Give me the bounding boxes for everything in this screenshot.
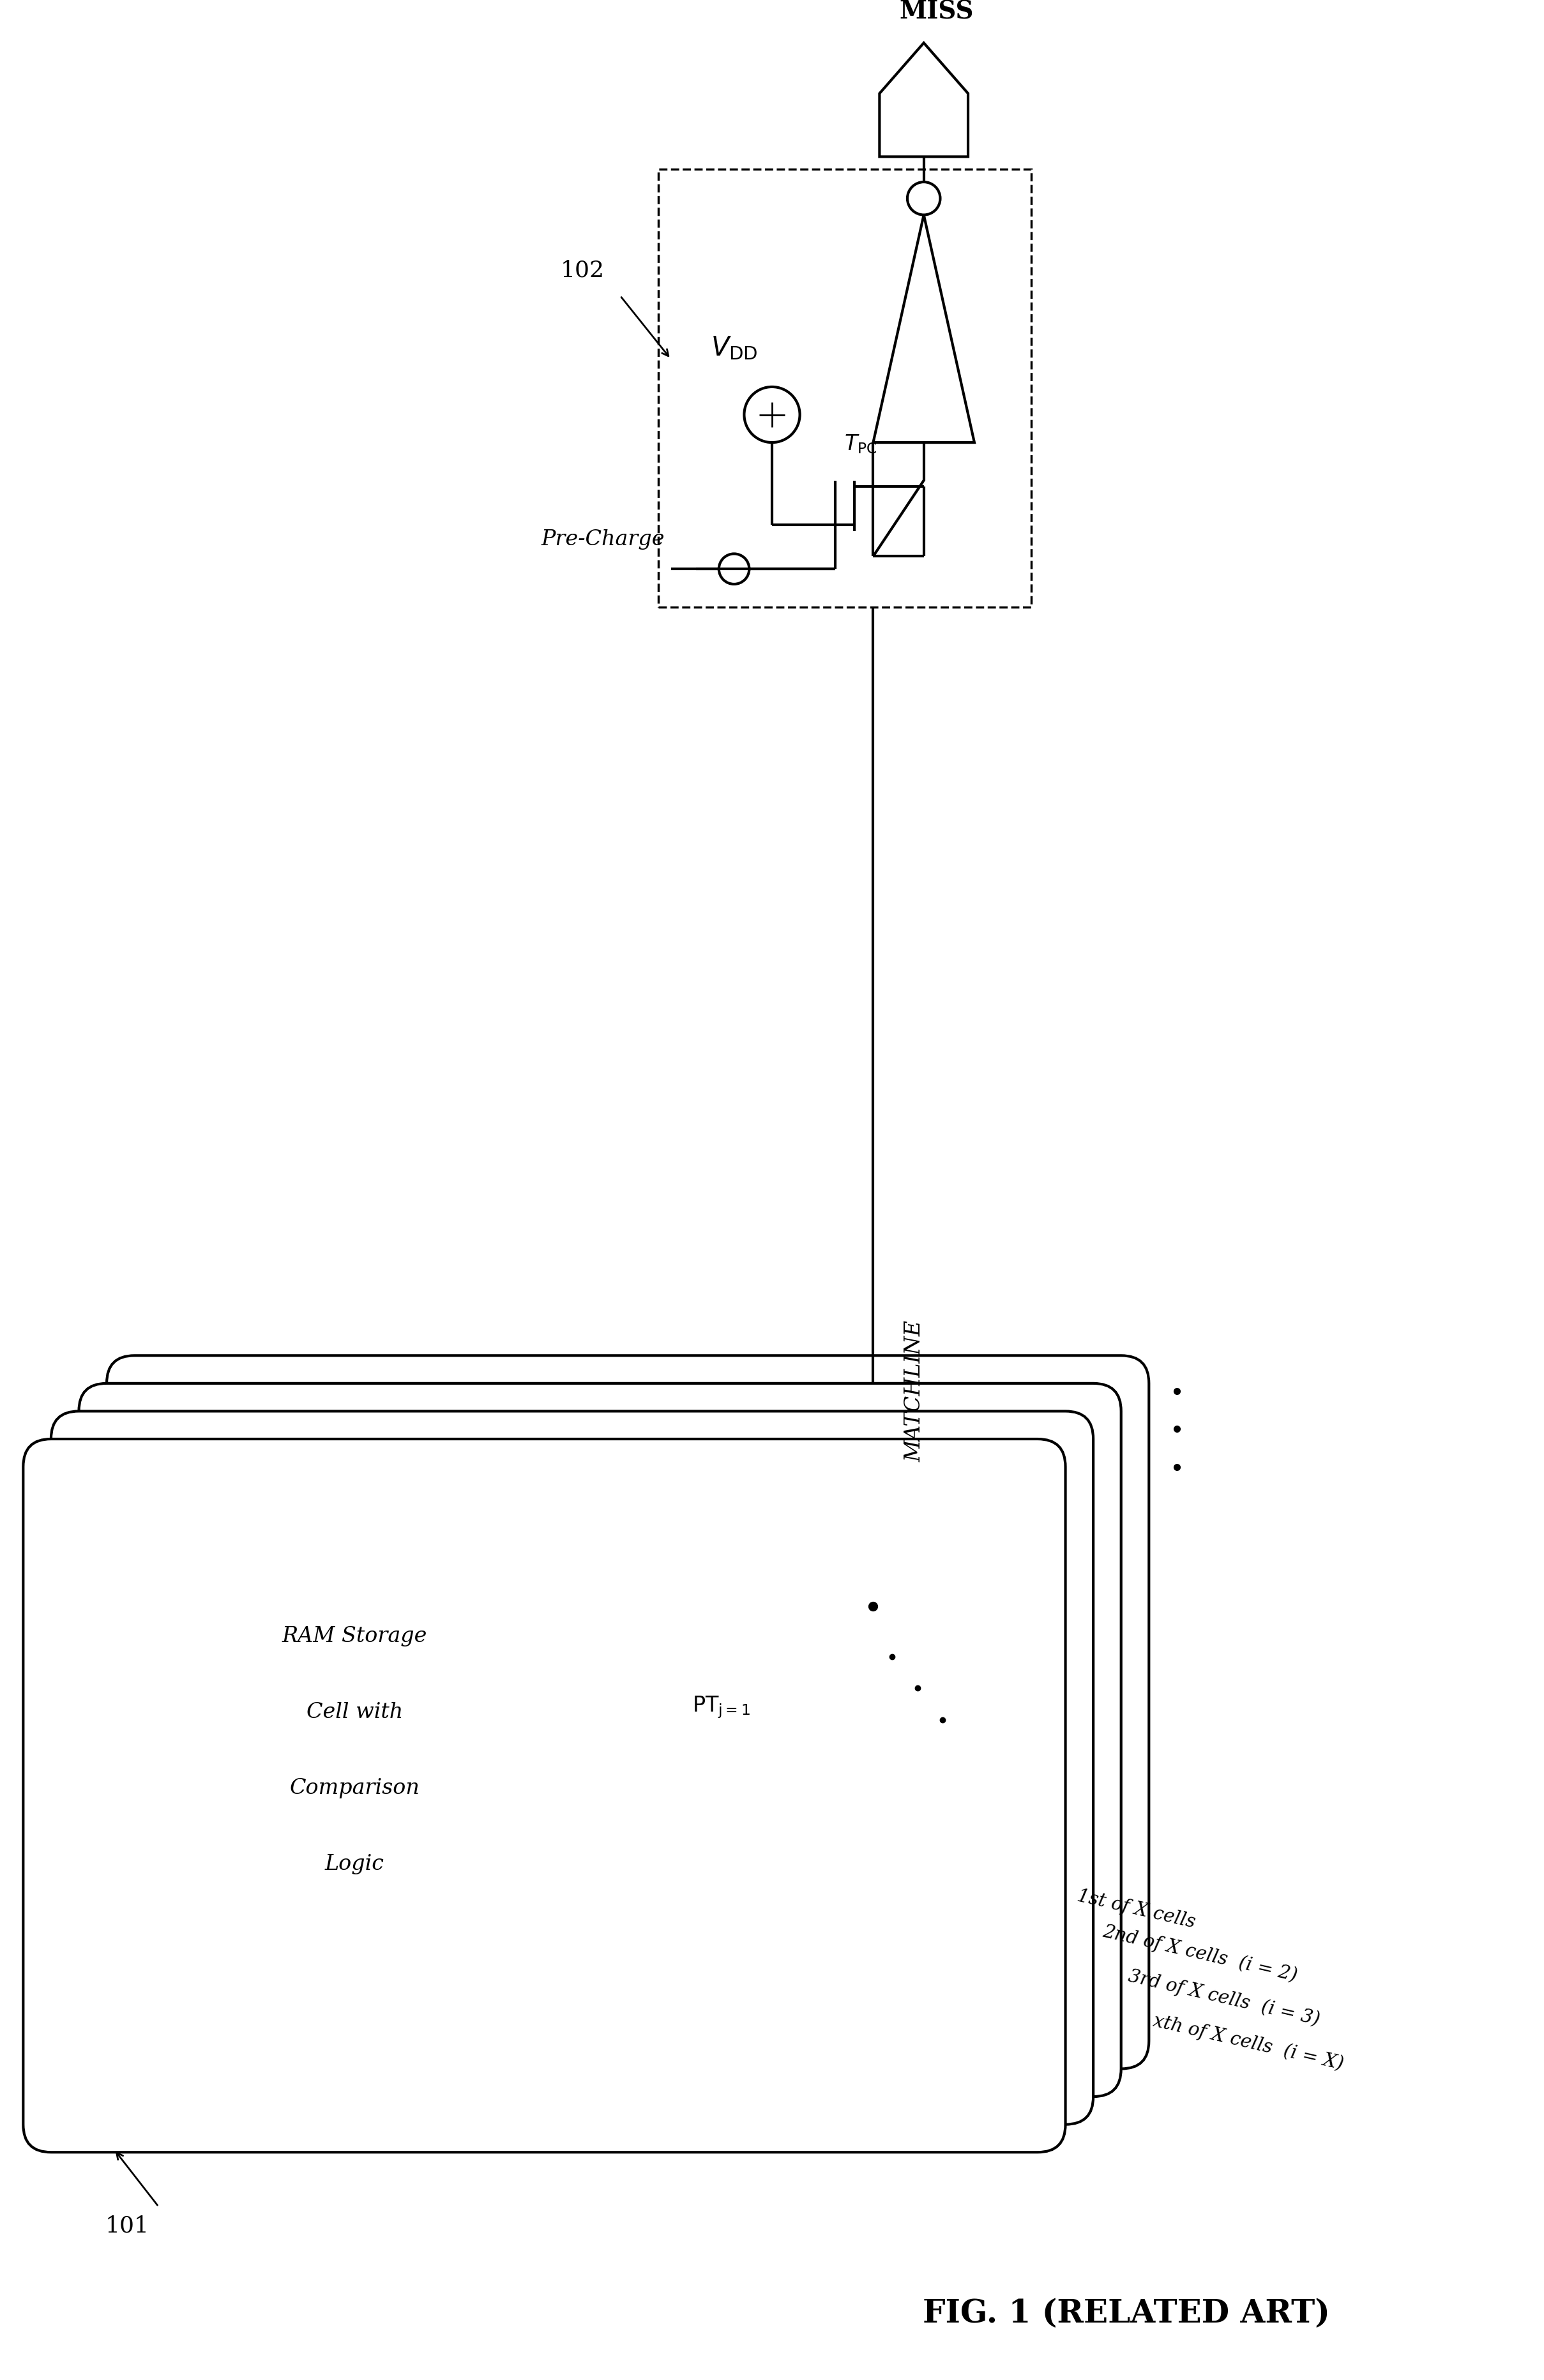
Text: xth of X cells  (i = X): xth of X cells (i = X) (1152, 2011, 1345, 2073)
Text: 102: 102 (560, 259, 604, 281)
Text: $\mathrm{PT_{j=1}}$: $\mathrm{PT_{j=1}}$ (692, 1695, 750, 1721)
Text: FIG. 1 (RELATED ART): FIG. 1 (RELATED ART) (922, 2299, 1329, 2330)
FancyBboxPatch shape (107, 1357, 1149, 2068)
FancyBboxPatch shape (23, 1440, 1065, 2152)
Text: 2nd of X cells  (i = 2): 2nd of X cells (i = 2) (1101, 1923, 1299, 1985)
FancyBboxPatch shape (51, 1411, 1093, 2125)
Text: Logic: Logic (324, 1854, 384, 1873)
Text: MATCHLINE: MATCHLINE (905, 1321, 925, 1461)
Text: 1st of X cells: 1st of X cells (1076, 1887, 1198, 1933)
Bar (658, 169, 1031, 607)
Text: RAM Storage: RAM Storage (283, 1626, 428, 1647)
Text: MISS: MISS (899, 0, 974, 24)
Text: $T_{\mathrm{PC}}$: $T_{\mathrm{PC}}$ (845, 433, 877, 455)
FancyBboxPatch shape (79, 1383, 1121, 2097)
Bar (114, 1568, 594, 1947)
Text: $V_{\mathrm{DD}}$: $V_{\mathrm{DD}}$ (710, 336, 758, 362)
Text: Comparison: Comparison (290, 1778, 420, 1799)
FancyArrowPatch shape (621, 298, 669, 357)
Text: 3rd of X cells  (i = 3): 3rd of X cells (i = 3) (1126, 1966, 1322, 2030)
Text: Cell with: Cell with (306, 1702, 403, 1723)
Text: Pre-Charge: Pre-Charge (540, 531, 664, 550)
Text: 101: 101 (105, 2216, 148, 2237)
FancyArrowPatch shape (117, 2152, 157, 2206)
